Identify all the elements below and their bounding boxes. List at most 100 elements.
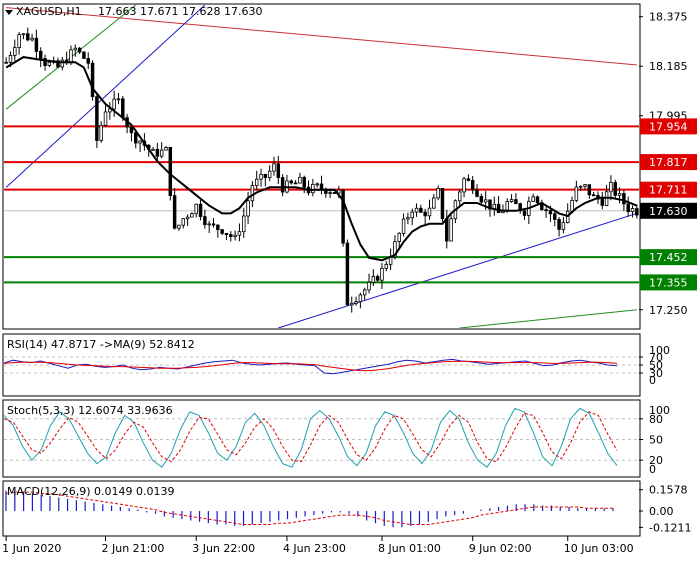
resistance-level-tag: [640, 181, 697, 198]
candle-bull: [457, 191, 462, 202]
rsi-tick-label: 100: [649, 344, 670, 357]
candle-bull: [531, 196, 535, 202]
time-tick-label: 10 Jun 03:00: [564, 542, 634, 555]
candle-bear: [276, 163, 281, 178]
time-tick-label: 8 Jun 01:00: [378, 542, 441, 555]
time-axis: 1 Jun 2020 2 Jun 21:00 3 Jun 22:00 4 Jun 23…: [2, 536, 634, 555]
rsi-tick-label: 70: [649, 351, 663, 364]
candle-bull: [181, 218, 186, 226]
candle-bear: [155, 148, 160, 157]
candle-bear: [134, 132, 138, 144]
candle-bear: [220, 229, 224, 234]
trendline-uptrend-green-bottom: [459, 309, 637, 328]
rsi-series-0: [3, 358, 618, 375]
candle-bear: [229, 234, 233, 237]
candle-bear: [263, 174, 268, 178]
candle-bear: [86, 58, 90, 64]
candle-bear: [548, 209, 553, 215]
candle-bull: [380, 267, 384, 281]
candle-bull: [233, 234, 237, 237]
candle-bull: [509, 199, 514, 203]
resistance-level-tag: [640, 154, 697, 171]
macd-panel[interactable]: 0.1578 0.00 -0.1211: [5, 484, 691, 535]
price-tick-label: 18.375: [649, 11, 688, 24]
candle-bear: [466, 178, 471, 181]
candle-bull: [505, 201, 509, 211]
stoch-panel[interactable]: 80 50 20 100 0: [3, 404, 670, 476]
candle-bull: [259, 174, 263, 180]
candle-bear: [557, 219, 561, 230]
candle-bull: [138, 140, 142, 144]
current-price-tag: [640, 202, 697, 219]
candle-bull: [432, 197, 436, 209]
candle-bear: [90, 62, 95, 98]
candle-bull: [254, 178, 259, 187]
candle-bull: [164, 147, 168, 151]
candle-bull: [69, 49, 73, 64]
candle-bull: [358, 294, 363, 303]
candle-bear: [203, 216, 207, 225]
candle-bull: [574, 186, 579, 201]
candle-bull: [436, 188, 440, 199]
macd-panel-frame: [2, 480, 641, 537]
candle-bull: [362, 289, 367, 296]
candle-bear: [535, 196, 540, 204]
candle-bull: [99, 124, 103, 141]
candle-bear: [168, 147, 173, 197]
candle-bull: [73, 47, 78, 51]
trendlines: [5, 5, 637, 328]
candle-bull: [414, 207, 419, 213]
candle-bull: [410, 211, 414, 219]
candle-bear: [496, 203, 501, 214]
rsi-tick-label: 0: [649, 374, 656, 387]
candle-bull: [207, 223, 211, 226]
candle-bull: [47, 61, 52, 66]
stoch-series-0: [3, 407, 618, 468]
candle-bull: [13, 47, 17, 56]
candle-bull: [185, 216, 190, 220]
rsi-title: RSI(14) 47.8717 ->MA(9) 52.8412: [7, 338, 195, 351]
candle-bull: [393, 241, 397, 258]
price-panel[interactable]: 18.37518.18517.99517.25017.95417.81717.7…: [4, 5, 697, 328]
symbol-dropdown-icon[interactable]: [5, 10, 13, 15]
candle-bear: [587, 184, 592, 196]
current-price-label: 17.630: [649, 205, 688, 218]
candle-bull: [103, 111, 108, 126]
resistance-level-tag: [640, 118, 697, 135]
stoch-panel-frame: [2, 399, 641, 478]
resistance-level-label: 17.817: [649, 156, 688, 169]
candle-bull: [583, 184, 587, 187]
candle-bull: [237, 231, 242, 236]
candle-bear: [56, 60, 60, 68]
candle-bull: [8, 55, 13, 63]
candle-bull: [250, 185, 255, 202]
macd-tick-label: -0.1211: [649, 521, 691, 534]
candle-bear: [38, 50, 43, 59]
resistance-level-label: 17.954: [649, 120, 688, 133]
candle-bear: [4, 61, 8, 64]
time-tick-label: 4 Jun 23:00: [283, 542, 346, 555]
trendline-uptrend-blue-left: [5, 5, 206, 188]
candle-bull: [190, 213, 194, 218]
candle-bear: [341, 189, 345, 244]
time-tick-label: 2 Jun 21:00: [102, 542, 165, 555]
macd-tick-label: 0.1578: [649, 484, 688, 497]
candle-bull: [406, 217, 410, 220]
resistance-level-label: 17.711: [649, 184, 688, 197]
support-level-label: 17.355: [649, 276, 688, 289]
candle-bear: [600, 198, 605, 206]
candle-bear: [423, 211, 427, 217]
stoch-tick-label: 0: [649, 463, 656, 476]
candle-bull: [578, 185, 583, 188]
macd-title: MACD(12,26,9) 0.0149 0.0139: [7, 485, 175, 498]
candle-bull: [397, 232, 401, 243]
candle-bear: [613, 182, 617, 196]
candle-bull: [609, 182, 613, 193]
trendline-uptrend-blue-bottom: [278, 212, 637, 328]
stoch-tick-label: 100: [649, 404, 670, 417]
candle-bear: [375, 276, 380, 281]
candle-bull: [311, 183, 315, 194]
